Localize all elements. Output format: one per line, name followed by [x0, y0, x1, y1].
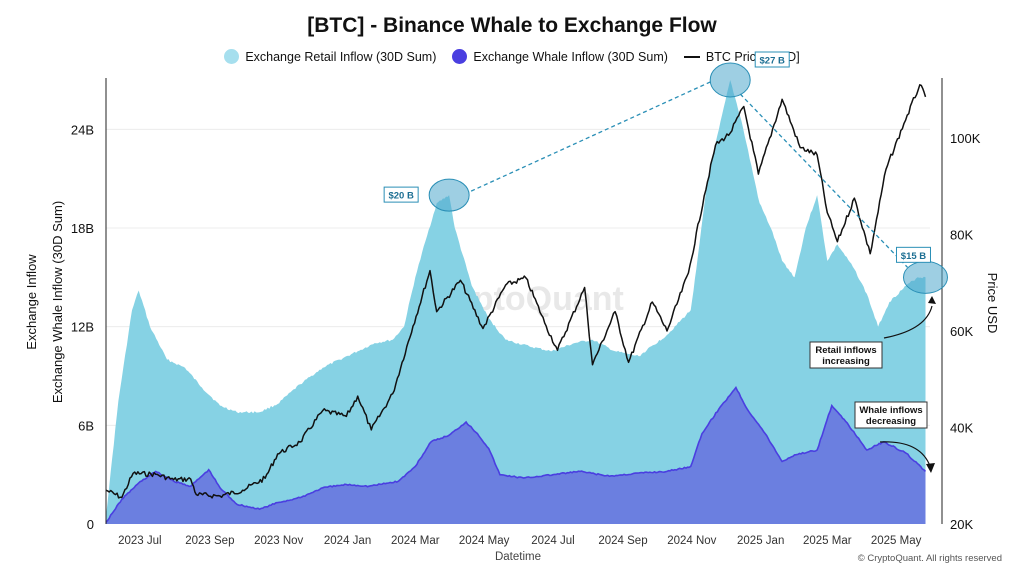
right-tick-label-2: 60K	[950, 324, 973, 339]
callout-box-0	[383, 186, 419, 203]
whale-inflow-area	[106, 387, 926, 524]
note-arrowhead-whale	[926, 463, 935, 473]
x-tick-label-1: 2023 Sep	[185, 535, 234, 547]
x-tick-label-4: 2024 Mar	[391, 535, 440, 547]
legend-marker-whale-icon	[452, 49, 468, 64]
callout-circle-1	[709, 62, 751, 98]
legend-label-whale: Exchange Whale Inflow (30D Sum)	[473, 49, 668, 64]
left-axis-title-2: Exchange Whale Inflow (30D Sum)	[50, 201, 65, 403]
x-tick-label-10: 2025 Mar	[803, 535, 852, 547]
right-tick-label-0: 20K	[950, 517, 973, 532]
x-tick-label-6: 2024 Jul	[531, 535, 574, 547]
x-tick-label-2: 2023 Nov	[254, 535, 303, 547]
legend-marker-price-icon	[683, 55, 700, 58]
legend-label-retail: Exchange Retail Inflow (30D Sum)	[245, 49, 437, 64]
callout-connector-1	[470, 81, 711, 192]
note-box-0	[809, 341, 883, 369]
note-arrow-whale	[879, 441, 931, 467]
callout-label-0: $20 B	[388, 191, 413, 202]
left-tick-label-1: 6B	[78, 418, 94, 433]
callout-label-1: $27 B	[760, 56, 785, 67]
note-text-1-0: Whale inflows	[859, 405, 922, 416]
legend-marker-retail-icon	[224, 49, 240, 64]
whale-inflow-edge	[105, 385, 927, 523]
left-tick-label-3: 18B	[71, 221, 94, 236]
x-tick-label-5: 2024 May	[459, 535, 510, 547]
chart-title: [BTC] - Binance Whale to Exchange Flow	[307, 14, 717, 37]
x-tick-label-3: 2024 Jan	[324, 535, 371, 547]
callout-circle-0	[428, 178, 470, 212]
x-axis-title: Datetime	[495, 551, 541, 563]
right-tick-label-1: 40K	[950, 420, 973, 435]
btc-price-line	[105, 84, 927, 499]
note-arrowhead-retail	[928, 296, 936, 304]
left-tick-label-2: 12B	[71, 320, 94, 335]
note-text-0-0: Retail inflows	[815, 345, 876, 356]
x-tick-label-0: 2023 Jul	[118, 535, 161, 547]
x-tick-label-11: 2025 May	[871, 535, 922, 547]
callout-label-2: $15 B	[901, 251, 926, 262]
copyright-footer: © CryptoQuant. All rights reserved	[857, 553, 1002, 564]
note-text-1-1: decreasing	[866, 416, 916, 427]
callout-connector-2	[739, 93, 908, 268]
x-tick-label-9: 2025 Jan	[737, 535, 784, 547]
legend-item-retail[interactable]: Exchange Retail Inflow (30D Sum)	[224, 49, 436, 64]
note-box-1	[854, 401, 928, 429]
left-tick-label-4: 24B	[71, 122, 94, 137]
callout-box-2	[895, 246, 931, 263]
callout-circle-2	[902, 260, 948, 294]
right-axis-title: Price USD	[985, 273, 1000, 334]
right-tick-label-4: 100K	[950, 131, 981, 146]
note-text-0-1: increasing	[822, 356, 870, 367]
note-arrow-retail	[883, 305, 933, 339]
callout-box-1	[754, 51, 790, 68]
right-tick-label-3: 80K	[950, 227, 973, 242]
x-tick-label-7: 2024 Sep	[598, 535, 647, 547]
left-tick-label-0: 0	[87, 517, 94, 532]
legend-item-whale[interactable]: Exchange Whale Inflow (30D Sum)	[452, 49, 668, 64]
x-tick-label-8: 2024 Nov	[667, 535, 716, 547]
left-axis-title-1: Exchange Inflow	[24, 254, 39, 350]
